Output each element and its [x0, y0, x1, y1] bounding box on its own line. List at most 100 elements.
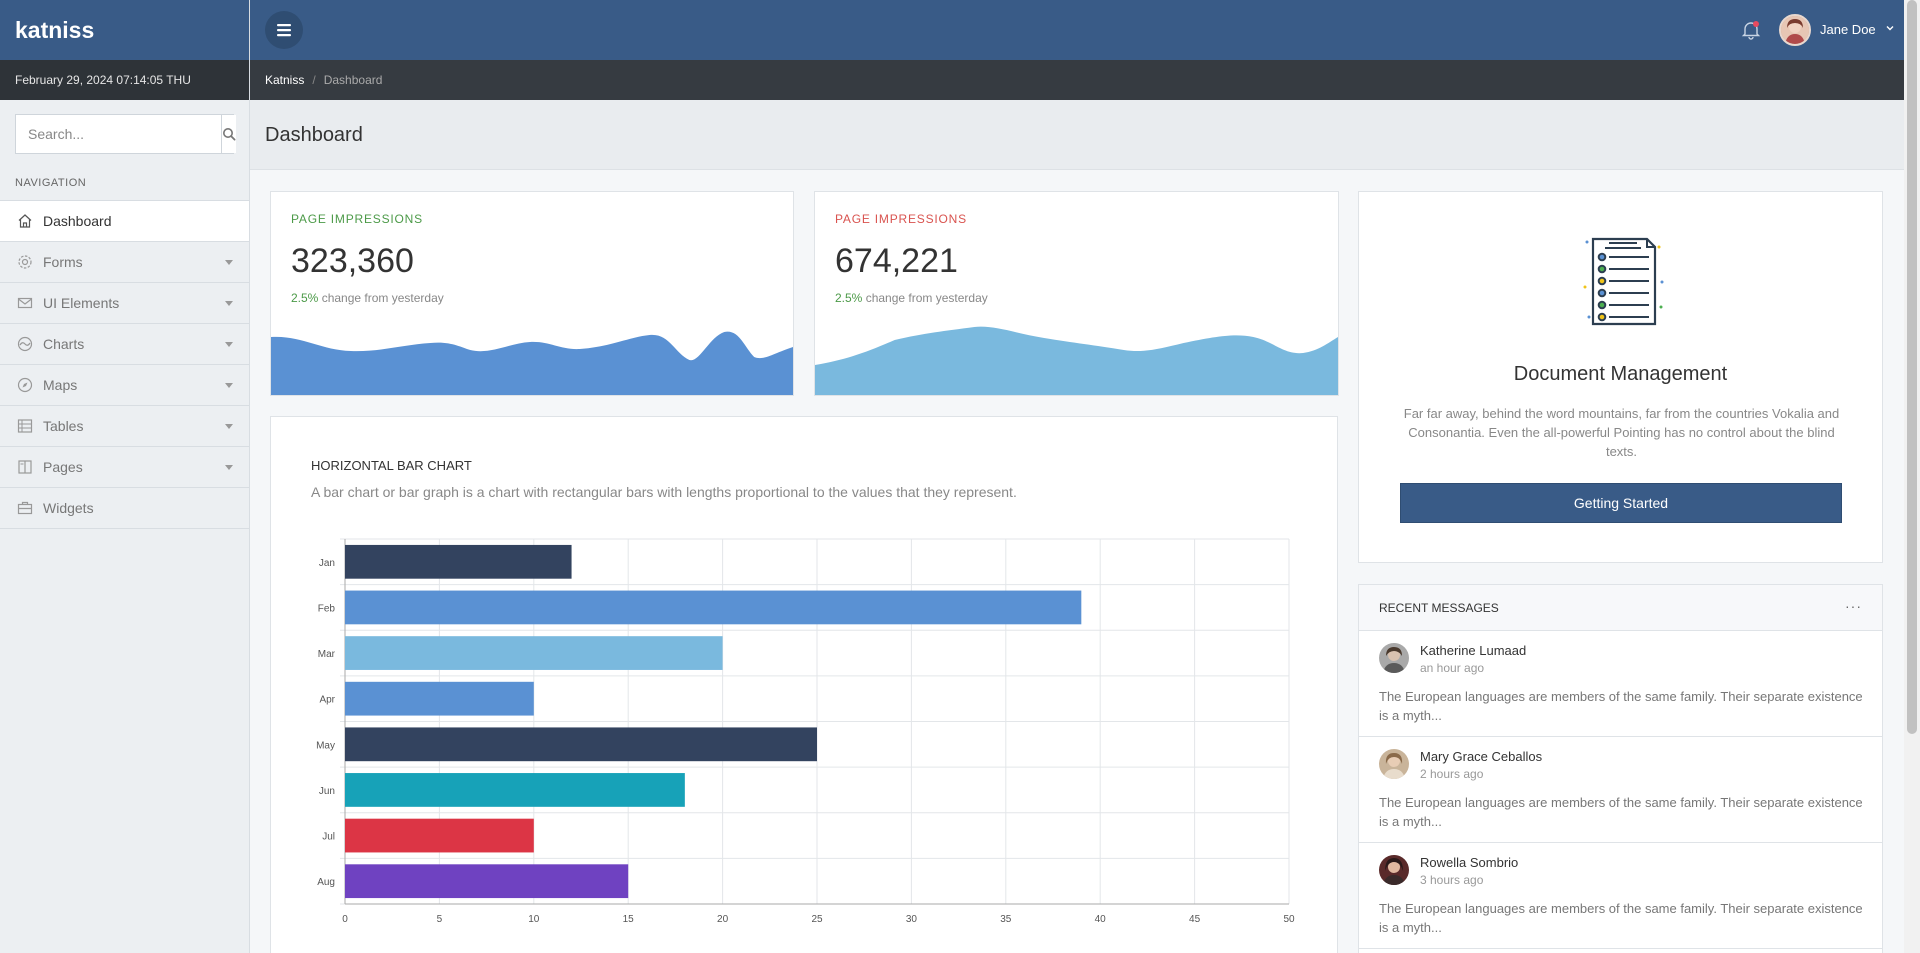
- search-button[interactable]: [221, 115, 236, 153]
- avatar[interactable]: [1779, 14, 1811, 46]
- y-tick-label: Mar: [318, 649, 336, 660]
- stat-label: PAGE IMPRESSIONS: [835, 212, 967, 226]
- bar: [345, 544, 572, 579]
- breadcrumb: Katniss / Dashboard: [250, 60, 1904, 100]
- nav-list: Dashboard Forms UI Elements Charts Maps …: [0, 200, 249, 529]
- breadcrumb-current: Dashboard: [323, 73, 383, 87]
- notifications-button[interactable]: [1740, 19, 1762, 41]
- chevron-down-icon: [225, 301, 233, 306]
- brand-logo[interactable]: katniss: [0, 0, 249, 60]
- chevron-down-icon[interactable]: [1885, 23, 1895, 33]
- x-tick-label: 15: [623, 914, 635, 925]
- more-options-icon[interactable]: ···: [1845, 598, 1862, 614]
- bar: [345, 681, 534, 716]
- message-text: The European languages are members of th…: [1379, 795, 1863, 829]
- bar-chart-card: HORIZONTAL BAR CHART A bar chart or bar …: [270, 416, 1338, 953]
- bar: [345, 773, 685, 807]
- sidebar-item-tables[interactable]: Tables: [0, 406, 249, 447]
- x-tick-label: 10: [528, 914, 540, 925]
- message-sender: Katherine Lumaad: [1420, 643, 1527, 658]
- chevron-down-icon: [225, 424, 233, 429]
- area-sparkline: [271, 331, 793, 395]
- document-checklist-icon: [1583, 237, 1664, 326]
- document-management-card: Document Management Far far away, behind…: [1358, 191, 1883, 563]
- sidebar: katniss February 29, 2024 07:14:05 THU N…: [0, 0, 250, 953]
- sidebar-item-charts[interactable]: Charts: [0, 324, 249, 365]
- getting-started-button[interactable]: Getting Started: [1400, 483, 1842, 523]
- avatar: [1379, 749, 1409, 779]
- y-tick-label: Jun: [319, 786, 335, 797]
- breadcrumb-home-link[interactable]: Katniss: [265, 73, 305, 87]
- sidebar-item-label: Forms: [43, 254, 83, 270]
- top-navbar: Jane Doe: [250, 0, 1904, 60]
- stat-change-percent: 2.5%: [835, 291, 863, 305]
- message-item[interactable]: Rowella Sombrio 3 hours ago The European…: [1359, 843, 1882, 949]
- stat-value: 674,221: [835, 242, 958, 280]
- page-header: Dashboard: [250, 100, 1904, 170]
- message-sender: Mary Grace Ceballos: [1420, 749, 1543, 764]
- stat-value: 323,360: [291, 242, 414, 280]
- sidebar-item-forms[interactable]: Forms: [0, 242, 249, 283]
- message-time: 3 hours ago: [1420, 873, 1484, 887]
- chevron-down-icon: [225, 260, 233, 265]
- messages-header: RECENT MESSAGES ···: [1359, 585, 1882, 631]
- stat-change: 2.5% change from yesterday: [835, 291, 988, 305]
- search-input[interactable]: [16, 115, 221, 153]
- y-tick-label: Apr: [319, 695, 335, 706]
- y-tick-label: Feb: [318, 603, 336, 614]
- sidebar-item-label: Dashboard: [43, 213, 112, 229]
- x-tick-label: 35: [1000, 914, 1012, 925]
- sidebar-item-pages[interactable]: Pages: [0, 447, 249, 488]
- sidebar-item-label: Charts: [43, 336, 85, 352]
- page-scrollbar[interactable]: [1904, 0, 1920, 953]
- bar: [345, 636, 723, 670]
- sidebar-item-label: Pages: [43, 459, 83, 475]
- gear-icon: [16, 254, 33, 271]
- message-time: 2 hours ago: [1420, 767, 1484, 781]
- menu-toggle-button[interactable]: [265, 11, 303, 49]
- nav-heading: NAVIGATION: [15, 177, 87, 189]
- message-item[interactable]: Mary Grace Ceballos 2 hours ago The Euro…: [1359, 737, 1882, 843]
- stat-change-text: change from yesterday: [321, 291, 444, 305]
- bar: [345, 818, 534, 853]
- home-icon: [16, 213, 33, 230]
- sidebar-item-widgets[interactable]: Widgets: [0, 488, 249, 529]
- x-tick-label: 5: [437, 914, 443, 925]
- x-tick-label: 45: [1189, 914, 1201, 925]
- x-tick-label: 50: [1283, 914, 1295, 925]
- y-tick-label: Jan: [319, 558, 335, 569]
- sidebar-item-label: Widgets: [43, 500, 94, 516]
- recent-messages-card: RECENT MESSAGES ··· Katherine Lumaad an …: [1358, 584, 1883, 953]
- sidebar-item-ui-elements[interactable]: UI Elements: [0, 283, 249, 324]
- scrollbar-thumb[interactable]: [1907, 0, 1917, 734]
- bar: [345, 727, 817, 762]
- bell-icon: [1741, 21, 1761, 40]
- bar: [345, 590, 1082, 625]
- current-datetime: February 29, 2024 07:14:05 THU: [0, 60, 249, 100]
- message-text: The European languages are members of th…: [1379, 901, 1863, 935]
- notification-dot: [1753, 21, 1759, 27]
- sidebar-item-dashboard[interactable]: Dashboard: [0, 201, 249, 242]
- horizontal-bar-chart: 0 5 10 15 20 25 30 35 40 45 50 Jan Feb Mar Apr May Jun Ju…: [316, 538, 1295, 925]
- messages-title: RECENT MESSAGES: [1379, 601, 1499, 615]
- message-item[interactable]: Katherine Lumaad an hour ago The Europea…: [1359, 631, 1882, 737]
- x-tick-label: 20: [717, 914, 729, 925]
- envelope-icon: [16, 295, 33, 312]
- chevron-down-icon: [225, 342, 233, 347]
- stat-card-impressions-1: PAGE IMPRESSIONS 323,360 2.5% change fro…: [270, 191, 794, 396]
- wave-icon: [16, 336, 33, 353]
- stat-label: PAGE IMPRESSIONS: [291, 212, 423, 226]
- y-tick-label: Jul: [322, 832, 335, 843]
- compass-icon: [16, 377, 33, 394]
- sidebar-item-label: UI Elements: [43, 295, 120, 311]
- message-text: The European languages are members of th…: [1379, 689, 1863, 723]
- chart-title: HORIZONTAL BAR CHART: [311, 458, 472, 473]
- avatar: [1379, 855, 1409, 885]
- y-tick-label: Aug: [317, 877, 335, 888]
- search-form: [15, 114, 236, 154]
- document-card-text: Far far away, behind the word mountains,…: [1403, 406, 1840, 459]
- sidebar-item-maps[interactable]: Maps: [0, 365, 249, 406]
- message-time: an hour ago: [1420, 661, 1485, 675]
- user-name[interactable]: Jane Doe: [1820, 22, 1876, 37]
- y-tick-label: May: [316, 740, 335, 751]
